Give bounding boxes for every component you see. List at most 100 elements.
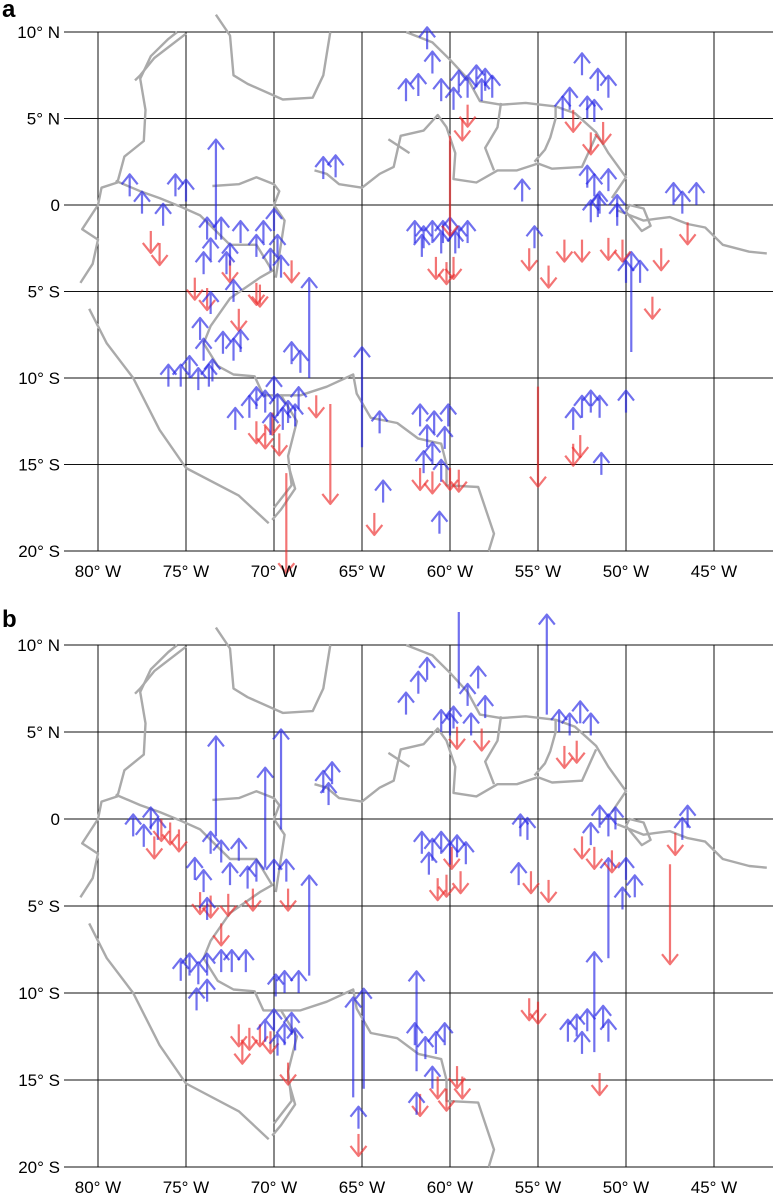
increase-arrow [323, 761, 341, 785]
increase-arrow [221, 242, 239, 266]
increase-arrow [198, 896, 216, 920]
increase-arrow [617, 856, 635, 880]
decrease-arrow [229, 1024, 248, 1048]
increase-arrow [272, 254, 290, 278]
panel-b-border-line [134, 645, 187, 695]
panel-b-longitude-label: 60° W [427, 1178, 473, 1197]
increase-arrow [224, 278, 243, 302]
increase-arrow [673, 816, 692, 840]
increase-arrow [439, 403, 458, 427]
decrease-arrow [661, 864, 679, 966]
increase-arrow [201, 290, 220, 314]
panel-b-border-line [533, 719, 557, 777]
panel-b-latitude-label: 0 [51, 810, 60, 829]
map-b: 10° N 5° N 0 5° S 10° S 15° S 20° S 80° W 75° W 7… [17, 612, 773, 1197]
decrease-arrow [449, 469, 468, 493]
increase-arrow [247, 858, 266, 882]
map-a: 10° N 5° N 0 5° S 10° S 15° S 20° S 80° W 75° W 7… [17, 14, 773, 581]
increase-arrow [194, 337, 213, 361]
increase-arrow [444, 86, 463, 110]
decrease-arrow [573, 836, 591, 860]
decrease-arrow [520, 248, 539, 272]
decrease-arrow [152, 819, 171, 843]
increase-arrow [441, 712, 459, 736]
panel-a-latitude-label: 10° N [17, 23, 60, 42]
increase-arrow [268, 1032, 287, 1056]
increase-arrow [289, 386, 308, 410]
increase-arrow [374, 479, 392, 503]
increase-arrow [194, 251, 213, 275]
increase-arrow [430, 510, 449, 534]
increase-arrow [462, 712, 480, 736]
decrease-arrow [441, 467, 459, 492]
increase-arrow [207, 735, 225, 837]
panel-a-latitude-labels: 10° N 5° N 0 5° S 10° S 15° S 20° S [17, 23, 60, 561]
increase-arrow [594, 1004, 612, 1028]
decrease-arrow [442, 846, 461, 870]
decrease-arrow [437, 1088, 456, 1112]
increase-arrow [289, 969, 308, 993]
panel-a-latitude-label: 5° S [28, 283, 60, 302]
decrease-arrow [198, 288, 216, 312]
increase-arrow [513, 178, 532, 202]
increase-arrow [578, 1008, 597, 1032]
panel-a-border-line [214, 14, 332, 101]
decrease-arrow [539, 265, 558, 289]
panel-a-border-line [79, 31, 178, 284]
decrease-arrow [365, 512, 384, 537]
panel-b-border-line [88, 922, 270, 1141]
increase-arrow [268, 233, 287, 257]
increase-arrow [229, 837, 248, 861]
panel-a-arrows [120, 26, 706, 575]
increase-arrow [599, 813, 618, 837]
decrease-arrow [555, 239, 574, 263]
increase-arrow [134, 823, 153, 847]
panel-b-border-line [212, 789, 286, 893]
increase-arrow [194, 868, 213, 893]
increase-arrow [456, 841, 475, 865]
increase-arrow [416, 1036, 435, 1060]
increase-arrow [185, 856, 204, 880]
increase-arrow [418, 26, 436, 50]
panel-b-arrows [124, 612, 697, 1158]
panel-a-longitude-label: 80° W [75, 562, 121, 581]
panel-a-longitude-label: 55° W [515, 562, 561, 581]
panel-b-latitude-label: 5° S [28, 897, 60, 916]
increase-arrow [418, 656, 436, 680]
panel-b-longitude-labels: 80° W 75° W 70° W 65° W 60° W 55° W 50° W 45° W [75, 1178, 737, 1197]
panel-b-latitude-label: 10° N [17, 636, 60, 655]
increase-arrow [354, 987, 373, 1089]
increase-arrow [588, 194, 607, 218]
panel-a-border-line [281, 373, 496, 552]
panel-b-latitude-label: 20° S [18, 1158, 60, 1177]
panel-b-longitude-label: 80° W [75, 1178, 121, 1197]
panel-a-longitude-label: 65° W [339, 562, 385, 581]
decrease-arrow [349, 1133, 368, 1158]
increase-arrow [261, 247, 280, 271]
increase-arrow [180, 952, 199, 976]
increase-arrow [664, 181, 683, 205]
increase-arrow [187, 987, 206, 1011]
increase-arrow [171, 363, 190, 387]
increase-arrow [277, 858, 296, 882]
increase-arrow [266, 973, 285, 997]
increase-arrow [407, 1091, 426, 1115]
increase-arrow [201, 237, 220, 261]
increase-arrow [581, 389, 600, 413]
increase-arrow [435, 425, 454, 449]
increase-arrow [282, 341, 301, 365]
panel-b-border-line [214, 626, 332, 715]
decrease-arrow [279, 888, 297, 912]
decrease-arrow [145, 836, 164, 860]
increase-arrow [606, 806, 625, 830]
panel-a-longitude-labels: 80° W 75° W 70° W 65° W 60° W 55° W 50° W 45° W [75, 562, 737, 581]
increase-arrow [441, 841, 459, 865]
decrease-arrow [150, 243, 169, 267]
increase-arrow [226, 406, 245, 430]
decrease-arrow [567, 740, 586, 764]
increase-arrow [418, 424, 436, 448]
decrease-arrow [277, 473, 296, 575]
increase-arrow [268, 392, 287, 417]
increase-arrow [550, 708, 568, 732]
increase-arrow [625, 874, 644, 898]
